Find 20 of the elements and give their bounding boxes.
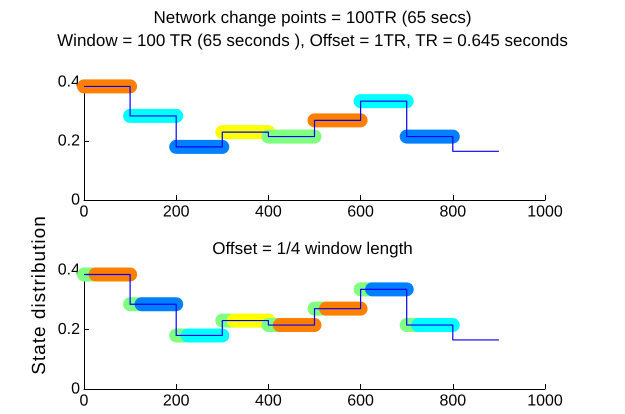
y-tick-label: 0: [71, 192, 80, 208]
y-tick-label: 0.4: [58, 262, 80, 278]
chart-subtitle: Window = 100 TR (65 seconds ), Offset = 1TR, TR = 0.645 seconds: [57, 31, 568, 50]
y-tick-label: 0.4: [58, 74, 80, 90]
y-axis-title: State distribution: [29, 215, 51, 375]
chart-title: Network change points = 100TR (65 secs): [154, 8, 472, 27]
y-tick-label: 0: [71, 380, 80, 398]
x-tick-label: 800: [439, 204, 466, 220]
y-tick-label: 0.2: [58, 321, 80, 338]
x-tick-label: 1000: [527, 392, 563, 410]
x-tick-label: 200: [162, 204, 190, 220]
x-tick-label: 400: [255, 204, 282, 220]
x-tick-label: 800: [439, 392, 466, 410]
x-tick-label: 600: [347, 204, 374, 220]
x-tick-label: 1000: [527, 204, 563, 220]
chart-title: Offset = 1/4 window length: [212, 239, 413, 258]
x-tick-label: 600: [347, 392, 374, 410]
y-tick-label: 0.2: [58, 132, 80, 150]
x-tick-label: 400: [255, 392, 282, 410]
x-tick-label: 200: [162, 392, 190, 410]
